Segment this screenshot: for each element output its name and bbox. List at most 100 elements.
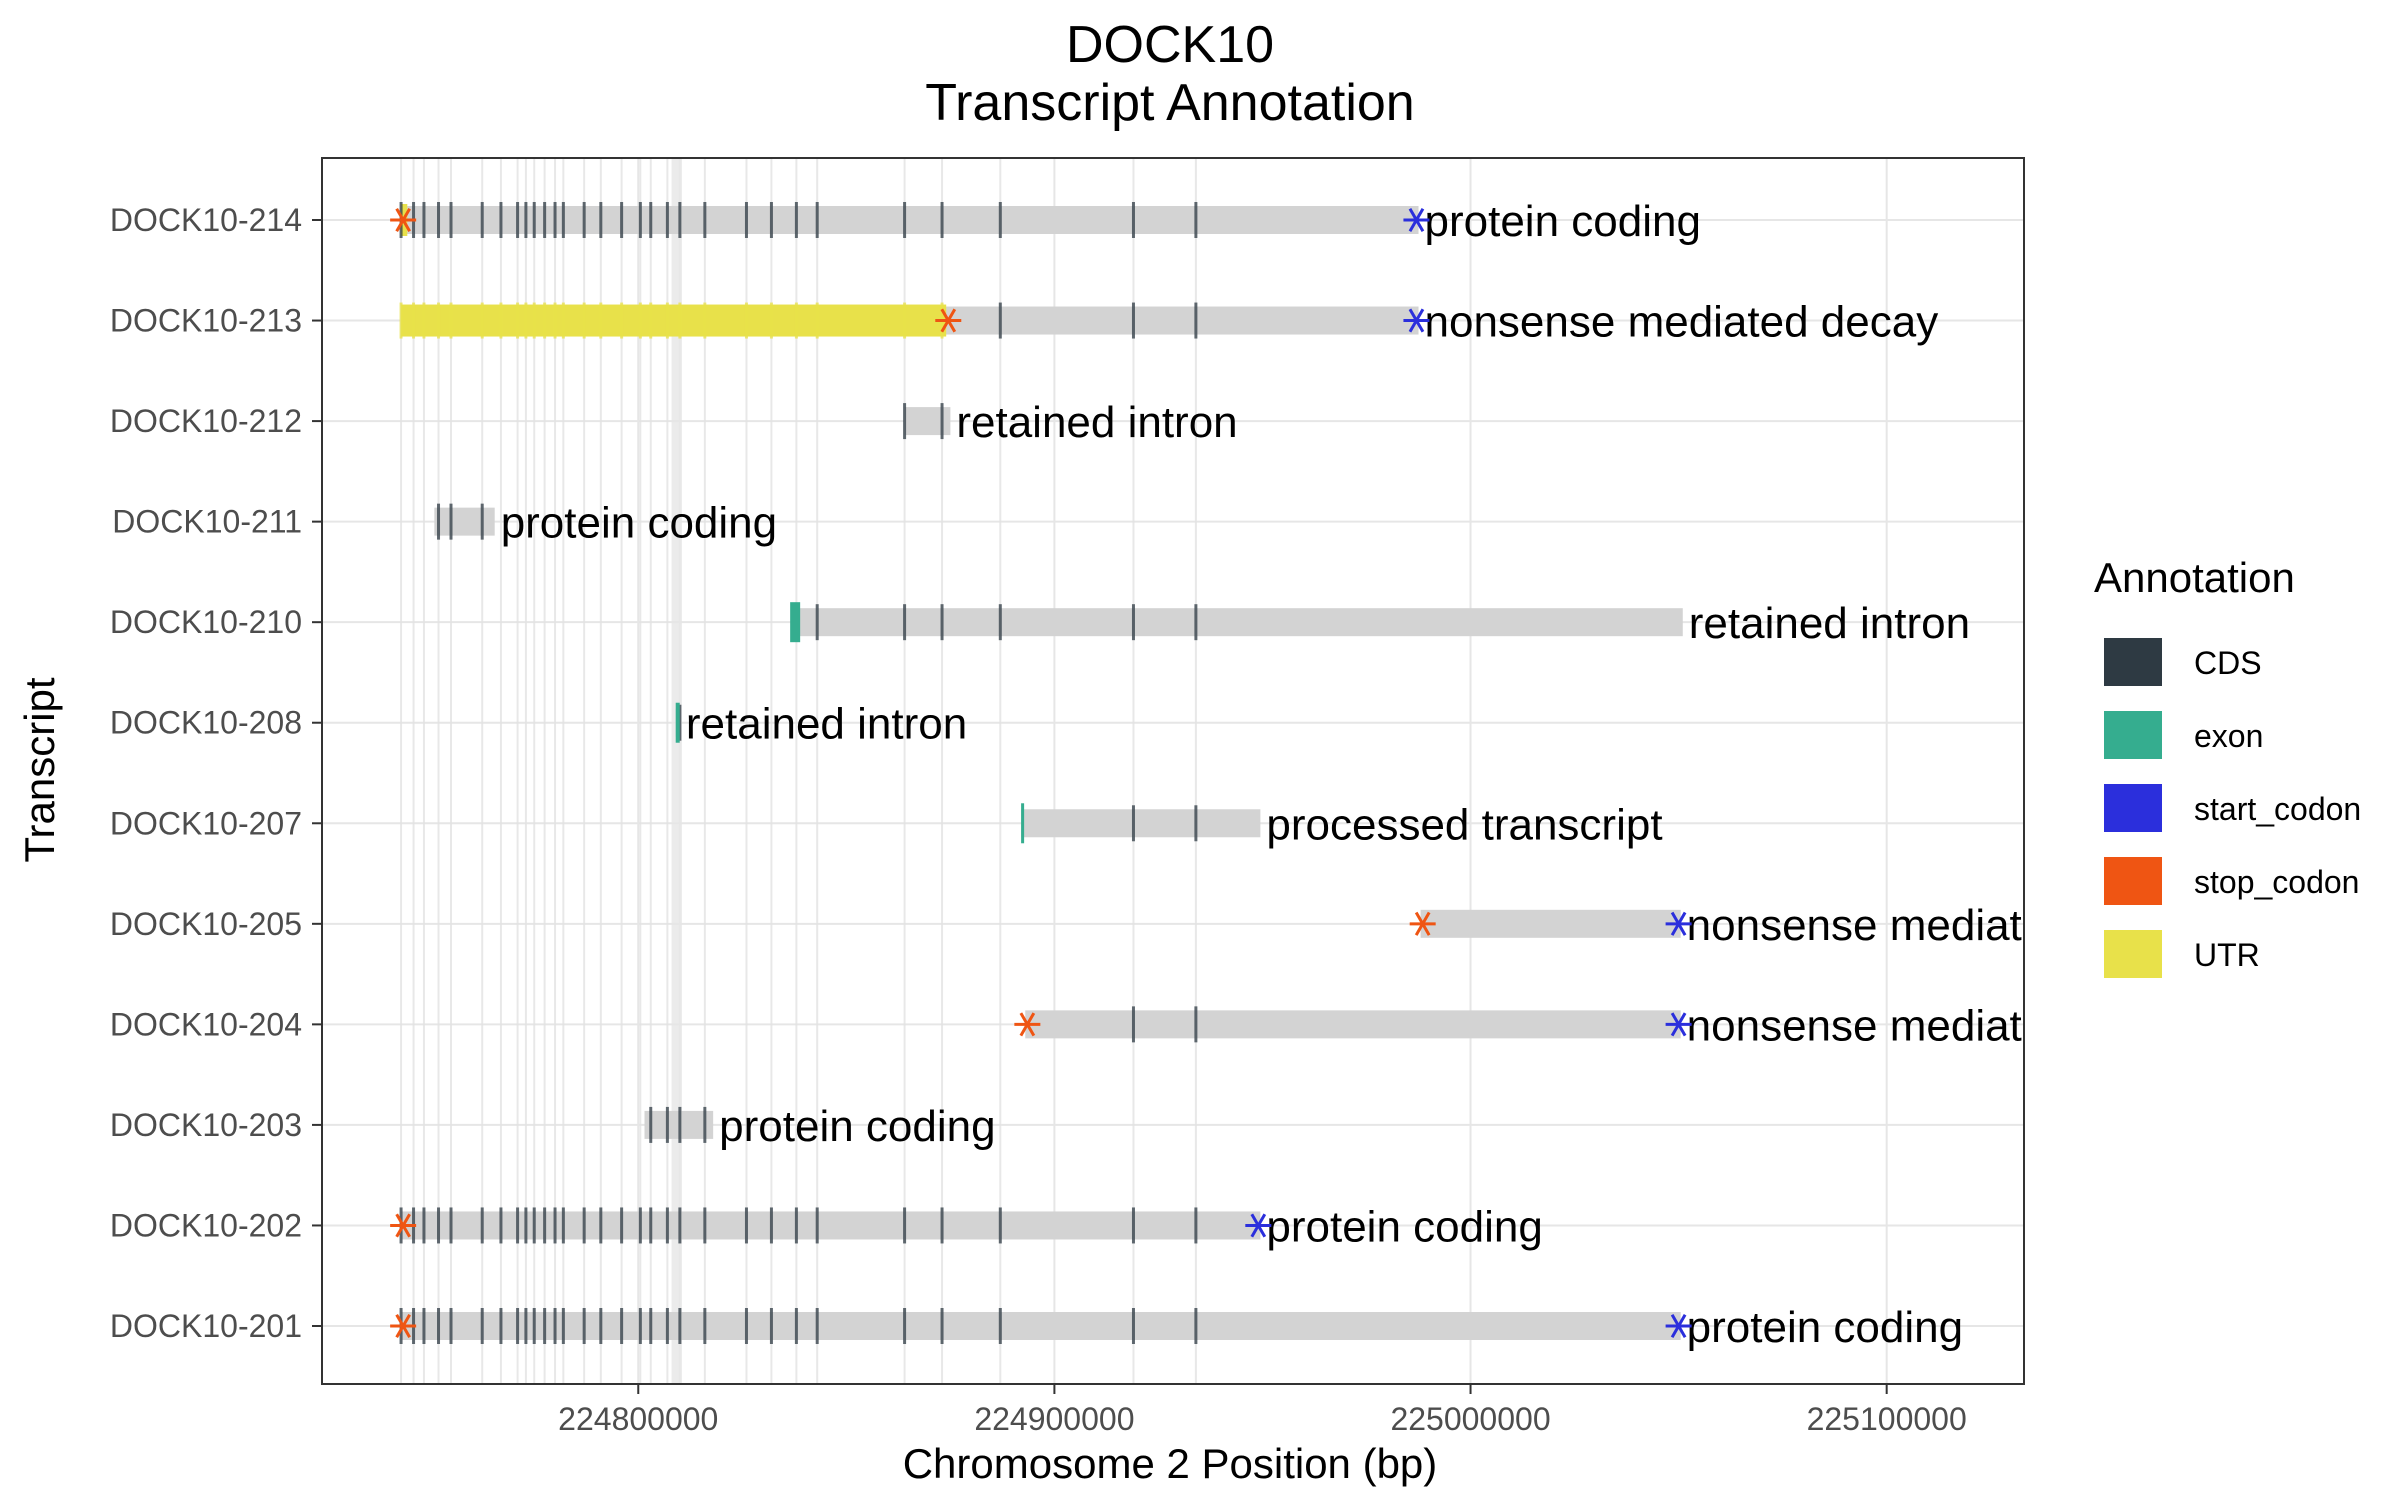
transcript-biotype-label: protein coding (719, 1102, 995, 1151)
transcript-row-dock10-207: processed transcript (1021, 800, 1663, 849)
exon-mark (422, 202, 426, 238)
transcript-row-dock10-203: protein coding (644, 1102, 996, 1151)
exon-mark (620, 202, 624, 238)
exon-mark (678, 202, 682, 238)
exon-mark (638, 202, 642, 238)
exon-mark (582, 1308, 586, 1344)
x-tick-label: 224900000 (974, 1401, 1134, 1437)
y-tick-label: DOCK10-213 (110, 303, 302, 339)
exon-mark (678, 1308, 682, 1344)
stop-codon-marker-stroke (1414, 911, 1431, 936)
transcript-row-dock10-214: protein coding (399, 197, 1701, 246)
exon-mark (599, 1308, 603, 1344)
start-codon-marker-stroke (1670, 911, 1687, 936)
exon-mark (582, 1207, 586, 1244)
exon-mark (703, 1106, 707, 1143)
exon-mark (794, 302, 798, 339)
exon-mark (524, 302, 528, 339)
stop-codon-marker (390, 1213, 417, 1238)
exon-mark (599, 1207, 603, 1244)
exon-mark (449, 1308, 453, 1344)
exon-mark (561, 202, 565, 238)
exon-mark (940, 202, 944, 238)
transcript-biotype-label: nonsense mediated decay (1425, 298, 1939, 347)
exon-mark (543, 202, 547, 238)
stop-codon-marker-stroke (1019, 1012, 1036, 1037)
exon-mark (561, 302, 565, 339)
y-tick-label: DOCK10-201 (110, 1308, 302, 1344)
legend-label-start-codon: start_codon (2194, 791, 2361, 827)
start-codon-marker (1665, 1313, 1692, 1339)
start-codon-marker-stroke (1670, 1012, 1687, 1037)
exon-mark (516, 1207, 520, 1244)
transcript-row-dock10-211: protein coding (434, 499, 777, 548)
exon-mark (437, 1308, 441, 1344)
exon-mark (940, 604, 944, 641)
intron-bar (434, 507, 495, 536)
exon-mark (649, 1308, 653, 1344)
transcript-biotype-label: protein coding (1687, 1303, 1963, 1352)
exon-mark (449, 302, 453, 339)
exon-mark (480, 503, 484, 540)
exon-mark (703, 202, 707, 238)
start-codon-marker-stroke (1408, 207, 1425, 233)
exon-mark (599, 302, 603, 339)
exon-mark (532, 1207, 536, 1244)
exon-mark (422, 302, 426, 339)
exon-mark (744, 202, 748, 238)
transcript-row-dock10-204: nonsense mediated decay (1025, 1001, 2024, 1050)
exon-mark (678, 1106, 682, 1143)
exon-mark (903, 1207, 907, 1244)
exon-mark (1131, 805, 1135, 842)
exon-mark (769, 1308, 773, 1344)
exon-mark (561, 1308, 565, 1344)
x-axis-label: Chromosome 2 Position (bp) (903, 1440, 1438, 1487)
exon-mark (620, 302, 624, 339)
exon-mark (499, 202, 503, 238)
legend-label-stop-codon: stop_codon (2194, 864, 2359, 900)
exon-mark (1131, 302, 1135, 339)
exon-mark (437, 202, 441, 238)
stop-codon-marker (1014, 1012, 1041, 1037)
legend-swatch-UTR (2104, 930, 2162, 978)
exon-mark (399, 302, 403, 339)
exon-mark (903, 1308, 907, 1344)
transcript-layer: protein coding nonsense mediated decay ret… (390, 197, 2201, 1352)
exon-mark (599, 202, 603, 238)
exon-mark (582, 202, 586, 238)
exon-mark (449, 202, 453, 238)
transcript-biotype-label: nonsense mediated decay (1687, 901, 2201, 950)
stop-codon-marker (1409, 911, 1436, 936)
exon-mark (794, 202, 798, 238)
transcript-biotype-label: processed transcript (1266, 800, 1662, 849)
exon-mark (649, 1106, 653, 1143)
y-tick-label: DOCK10-203 (110, 1107, 302, 1143)
transcript-row-dock10-202: protein coding (399, 1202, 1543, 1251)
exon-mark (744, 1308, 748, 1344)
exon-mark (940, 1308, 944, 1344)
transcript-biotype-label: protein coding (501, 499, 777, 548)
exon-mark (582, 302, 586, 339)
exon-mark (998, 202, 1002, 238)
plot-panel: protein coding nonsense mediated decay ret… (110, 157, 2201, 1437)
exon-mark (703, 302, 707, 339)
panel-border (321, 157, 2025, 1385)
exon-mark (815, 1207, 819, 1244)
exon-mark (499, 1308, 503, 1344)
legend-label-UTR: UTR (2194, 937, 2260, 973)
exon-mark (815, 604, 819, 641)
exon-mark (543, 1308, 547, 1344)
exon-mark (1131, 604, 1135, 641)
exon-mark (480, 302, 484, 339)
start-codon-marker-stroke (1408, 308, 1425, 333)
stop-codon-marker-stroke (395, 207, 411, 233)
transcript-biotype-label: protein coding (1266, 1202, 1542, 1251)
legend-swatch-CDS (2104, 638, 2162, 686)
exon-mark (678, 704, 682, 741)
transcript-biotype-label: protein coding (1425, 197, 1701, 246)
exon-mark (480, 202, 484, 238)
intron-bar (796, 608, 1683, 637)
intron-bar (401, 1312, 1681, 1340)
stop-codon-marker (935, 308, 962, 333)
